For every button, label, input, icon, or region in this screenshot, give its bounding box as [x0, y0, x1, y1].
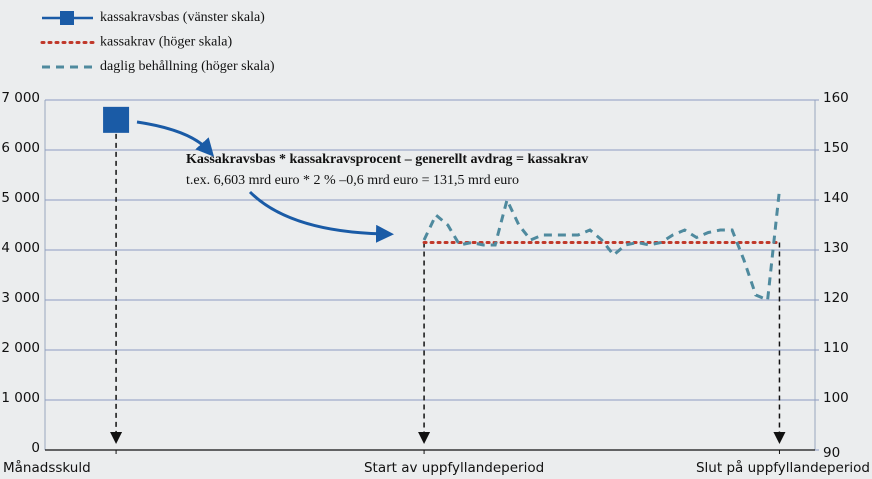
- y-tick-label: 2 000: [1, 340, 40, 356]
- y-tick-label: 7 000: [1, 90, 40, 106]
- legend-label: kassakravsbas (vänster skala): [100, 10, 265, 25]
- y2-tick-label: 120: [823, 290, 849, 306]
- x-tick-label: Start av uppfyllandeperiod: [364, 460, 544, 476]
- y-tick-label: 5 000: [1, 190, 40, 206]
- point-marker: [103, 106, 130, 133]
- legend-label: daglig behållning (höger skala): [100, 59, 275, 74]
- y-tick-label: 1 000: [1, 390, 40, 406]
- y2-tick-label: 160: [823, 90, 849, 106]
- y-tick-label: 4 000: [1, 240, 40, 256]
- y2-tick-label: 90: [823, 445, 840, 461]
- y2-tick-label: 100: [823, 390, 849, 406]
- y2-tick-label: 140: [823, 190, 849, 206]
- annotation: Kassakravsbas * kassakravsprocent – gene…: [186, 152, 588, 167]
- y2-tick-label: 130: [823, 240, 849, 256]
- legend-swatch: [60, 11, 74, 25]
- annotation: t.ex. 6,603 mrd euro * 2 % –0,6 mrd euro…: [186, 173, 519, 188]
- y2-tick-label: 150: [823, 140, 849, 156]
- series-line: [422, 189, 781, 303]
- y-tick-label: 6 000: [1, 140, 40, 156]
- y-tick-label: 3 000: [1, 290, 40, 306]
- x-tick-label: Månadsskuld: [3, 459, 91, 476]
- y2-tick-label: 110: [823, 340, 849, 356]
- y-tick-label: 0: [31, 440, 40, 456]
- x-tick-label: Slut på uppfyllandeperiod: [696, 459, 870, 476]
- arrow: [136, 120, 215, 157]
- legend-label: kassakrav (höger skala): [100, 35, 233, 50]
- arrow: [248, 190, 394, 243]
